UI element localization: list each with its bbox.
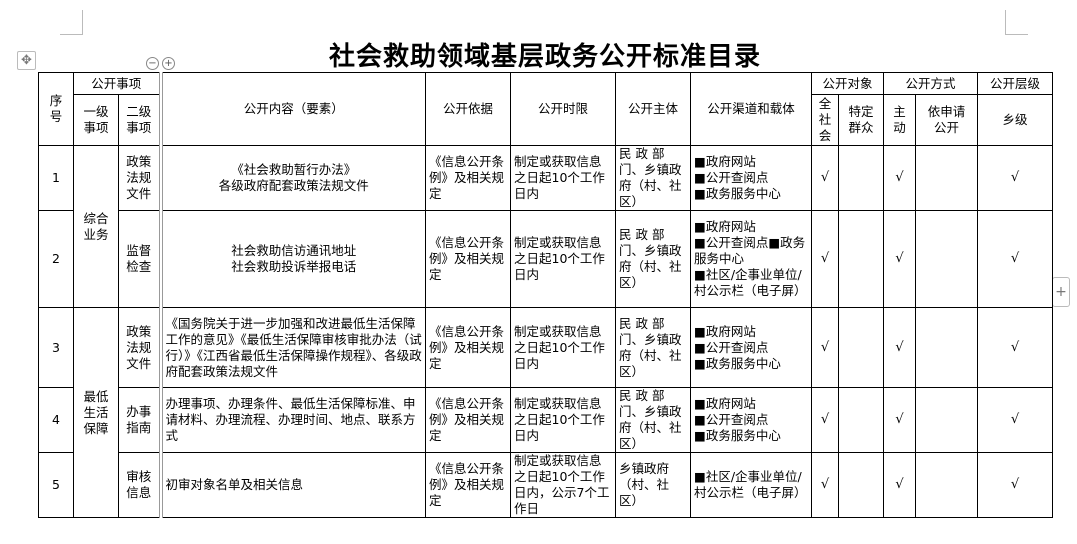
cell-level1: 综合 业务 bbox=[73, 145, 119, 308]
cell-township: √ bbox=[977, 210, 1054, 308]
header-level-township: 乡级 bbox=[977, 94, 1054, 146]
disclosure-table: 序 号 公开事项 公开内容（要素） 公开依据 公开时限 公开主体 公开渠道和载体… bbox=[38, 72, 1054, 518]
header-target-specific: 特定 群众 bbox=[838, 94, 885, 146]
cell-level1: 最低 生活 保障 bbox=[73, 307, 119, 518]
table-row: 5 审核 信息 初审对象名单及相关信息 《信息公开条例》及相关规定 制定或获取信息之日起… bbox=[38, 452, 1054, 518]
cell-channel: ■政府网站 ■公开查阅点■政务服务中心 ■社区/企事业单位/村公示栏（电子屏） bbox=[690, 210, 813, 308]
cell-seq: 1 bbox=[38, 145, 74, 211]
header-level-group: 公开层级 bbox=[977, 72, 1054, 95]
cell-township: √ bbox=[977, 452, 1054, 518]
delete-column-icon[interactable]: − bbox=[146, 57, 159, 70]
header-level2: 二级 事项 bbox=[117, 94, 163, 146]
insert-row-icon[interactable]: + bbox=[1052, 277, 1070, 307]
cell-content: 初审对象名单及相关信息 bbox=[160, 452, 427, 518]
cell-active: √ bbox=[883, 387, 917, 453]
cell-basis: 《信息公开条例》及相关规定 bbox=[425, 387, 512, 453]
cell-all: √ bbox=[811, 307, 840, 388]
cell-level2: 政策 法规 文件 bbox=[117, 307, 163, 388]
header-mode-request: 依申请 公开 bbox=[915, 94, 979, 146]
cell-request bbox=[915, 210, 979, 308]
cell-request bbox=[915, 307, 979, 388]
cell-deadline: 制定或获取信息之日起10个工作日内 bbox=[510, 145, 617, 211]
cell-content: 办理事项、办理条件、最低生活保障标准、申请材料、办理流程、办理时间、地点、联系方… bbox=[160, 387, 427, 453]
header-channel: 公开渠道和载体 bbox=[690, 72, 813, 146]
cell-subject: 民 政 部门、乡镇政府（村、社区） bbox=[615, 387, 692, 453]
cell-level2: 政策 法规 文件 bbox=[117, 145, 163, 211]
cell-specific bbox=[838, 452, 885, 518]
cell-content: 《国务院关于进一步加强和改进最低生活保障工作的意见》《最低生活保障审核审批办法（… bbox=[160, 307, 427, 388]
cell-subject: 民 政 部门、乡镇政府（村、社区） bbox=[615, 145, 692, 211]
cell-level2: 办事 指南 bbox=[117, 387, 163, 453]
cell-active: √ bbox=[883, 145, 917, 211]
cell-deadline: 制定或获取信息之日起10个工作日内 bbox=[510, 307, 617, 388]
header-level1: 一级 事项 bbox=[73, 94, 119, 146]
cell-request bbox=[915, 145, 979, 211]
header-mode-group: 公开方式 bbox=[883, 72, 979, 95]
cell-request bbox=[915, 452, 979, 518]
cell-channel: ■政府网站 ■公开查阅点 ■政务服务中心 bbox=[690, 387, 813, 453]
table-row: 3 最低 生活 保障 政策 法规 文件 《国务院关于进一步加强和改进最低生活保障工作的… bbox=[38, 307, 1054, 518]
cell-all: √ bbox=[811, 452, 840, 518]
header-items-group: 公开事项 bbox=[72, 72, 163, 95]
cell-deadline: 制定或获取信息之日起10个工作日内 bbox=[510, 387, 617, 453]
cell-subject: 民 政 部门、乡镇政府（村、社区） bbox=[615, 307, 692, 388]
header-mode-active: 主 动 bbox=[883, 94, 917, 146]
cell-all: √ bbox=[811, 210, 840, 308]
header-seq: 序 号 bbox=[38, 72, 74, 146]
cell-content: 社会救助信访通讯地址 社会救助投诉举报电话 bbox=[160, 210, 427, 308]
page-margin-corner bbox=[1005, 10, 1028, 35]
header-row: 一级 事项 二级 事项 全 社 会 特定 群众 主 动 依申请 公开 乡级 bbox=[39, 94, 1054, 146]
cell-basis: 《信息公开条例》及相关规定 bbox=[425, 452, 512, 518]
cell-active: √ bbox=[883, 210, 917, 308]
header-content: 公开内容（要素） bbox=[160, 72, 427, 146]
cell-channel: ■政府网站 ■公开查阅点 ■政务服务中心 bbox=[690, 145, 813, 211]
cell-specific bbox=[838, 387, 885, 453]
cell-active: √ bbox=[883, 452, 917, 518]
header-basis: 公开依据 bbox=[425, 72, 512, 146]
table-row: 2 监督 检查 社会救助信访通讯地址 社会救助投诉举报电话 《信息公开条例》及相关规定… bbox=[38, 210, 1054, 308]
cell-seq: 4 bbox=[38, 387, 74, 453]
cell-active: √ bbox=[883, 307, 917, 388]
cell-basis: 《信息公开条例》及相关规定 bbox=[425, 145, 512, 211]
header-row: 序 号 公开事项 公开内容（要素） 公开依据 公开时限 公开主体 公开渠道和载体… bbox=[38, 72, 1054, 146]
cell-subject: 乡镇政府（村、社区） bbox=[615, 452, 692, 518]
cell-township: √ bbox=[977, 307, 1054, 388]
cell-specific bbox=[838, 210, 885, 308]
cell-content: 《社会救助暂行办法》 各级政府配套政策法规文件 bbox=[160, 145, 427, 211]
cell-seq: 3 bbox=[38, 307, 74, 388]
header-deadline: 公开时限 bbox=[510, 72, 617, 146]
header-subject: 公开主体 bbox=[615, 72, 692, 146]
document-title: 社会救助领域基层政务公开标准目录 bbox=[328, 42, 761, 72]
cell-township: √ bbox=[977, 387, 1054, 453]
cell-basis: 《信息公开条例》及相关规定 bbox=[425, 210, 512, 308]
header-target-all: 全 社 会 bbox=[811, 94, 840, 146]
cell-specific bbox=[838, 307, 885, 388]
table-row: 1 综合 业务 政策 法规 文件 《社会救助暂行办法》 各级政府配套政策法规文件 《信息… bbox=[38, 145, 1054, 308]
cell-level2: 监督 检查 bbox=[117, 210, 163, 308]
cell-deadline: 制定或获取信息之日起10个工作日内 bbox=[510, 210, 617, 308]
cell-seq: 2 bbox=[38, 210, 74, 308]
header-target-group: 公开对象 bbox=[811, 72, 885, 95]
cell-subject: 民 政 部门、乡镇政府（村、社区） bbox=[615, 210, 692, 308]
insert-column-icon[interactable]: + bbox=[162, 57, 175, 70]
cell-specific bbox=[838, 145, 885, 211]
cell-deadline: 制定或获取信息之日起10个工作日内，公示7个工作日 bbox=[510, 452, 617, 518]
table-move-handle-icon[interactable]: ✥ bbox=[17, 51, 36, 70]
cell-seq: 5 bbox=[38, 452, 74, 518]
page-margin-corner bbox=[60, 10, 83, 35]
cell-level2: 审核 信息 bbox=[117, 452, 163, 518]
cell-all: √ bbox=[811, 145, 840, 211]
table-row: 4 办事 指南 办理事项、办理条件、最低生活保障标准、申请材料、办理流程、办理时间、… bbox=[38, 387, 1054, 453]
cell-channel: ■社区/企事业单位/村公示栏（电子屏） bbox=[690, 452, 813, 518]
cell-all: √ bbox=[811, 387, 840, 453]
cell-channel: ■政府网站 ■公开查阅点 ■政务服务中心 bbox=[690, 307, 813, 388]
cell-request bbox=[915, 387, 979, 453]
cell-township: √ bbox=[977, 145, 1054, 211]
cell-basis: 《信息公开条例》及相关规定 bbox=[425, 307, 512, 388]
